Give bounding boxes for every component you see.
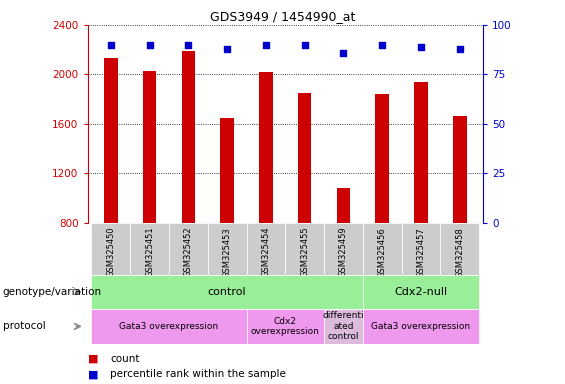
Text: GSM325456: GSM325456 bbox=[378, 227, 387, 278]
Point bbox=[455, 46, 464, 52]
Text: ■: ■ bbox=[88, 369, 98, 379]
Text: GSM325458: GSM325458 bbox=[455, 227, 464, 278]
Bar bbox=[337, 188, 350, 322]
Bar bbox=[92, 275, 363, 309]
Text: genotype/variation: genotype/variation bbox=[3, 287, 102, 297]
Bar bbox=[363, 223, 402, 275]
Bar bbox=[169, 223, 208, 275]
Text: protocol: protocol bbox=[3, 321, 46, 331]
Point bbox=[184, 42, 193, 48]
Bar bbox=[363, 275, 479, 309]
Bar bbox=[104, 58, 118, 322]
Point bbox=[378, 42, 387, 48]
Bar bbox=[246, 309, 324, 344]
Text: ■: ■ bbox=[88, 354, 98, 364]
Bar bbox=[259, 72, 273, 322]
Point bbox=[339, 50, 348, 56]
Bar bbox=[220, 118, 234, 322]
Bar bbox=[143, 71, 157, 322]
Bar bbox=[402, 223, 441, 275]
Text: GSM325457: GSM325457 bbox=[416, 227, 425, 278]
Point bbox=[145, 42, 154, 48]
Text: control: control bbox=[208, 287, 246, 297]
Bar bbox=[324, 223, 363, 275]
Bar bbox=[92, 223, 130, 275]
Text: percentile rank within the sample: percentile rank within the sample bbox=[110, 369, 286, 379]
Point bbox=[416, 44, 425, 50]
Text: differenti
ated
control: differenti ated control bbox=[323, 311, 364, 341]
Text: GSM325455: GSM325455 bbox=[300, 227, 309, 278]
Bar bbox=[285, 223, 324, 275]
Bar bbox=[208, 223, 246, 275]
Bar bbox=[376, 94, 389, 322]
Bar bbox=[181, 51, 195, 322]
Text: count: count bbox=[110, 354, 140, 364]
Bar bbox=[441, 223, 479, 275]
Text: Cdx2
overexpression: Cdx2 overexpression bbox=[251, 317, 320, 336]
Text: Cdx2-null: Cdx2-null bbox=[394, 287, 447, 297]
Bar bbox=[363, 309, 479, 344]
Text: GSM325451: GSM325451 bbox=[145, 227, 154, 278]
Text: GDS3949 / 1454990_at: GDS3949 / 1454990_at bbox=[210, 10, 355, 23]
Bar bbox=[246, 223, 285, 275]
Text: Gata3 overexpression: Gata3 overexpression bbox=[371, 322, 471, 331]
Text: GSM325452: GSM325452 bbox=[184, 227, 193, 278]
Point bbox=[223, 46, 232, 52]
Text: GSM325454: GSM325454 bbox=[262, 227, 271, 278]
Point bbox=[106, 42, 115, 48]
Point bbox=[262, 42, 271, 48]
Bar bbox=[414, 82, 428, 322]
Bar bbox=[298, 93, 311, 322]
Bar bbox=[92, 309, 246, 344]
Bar bbox=[324, 309, 363, 344]
Bar bbox=[453, 116, 467, 322]
Text: GSM325450: GSM325450 bbox=[106, 227, 115, 278]
Text: Gata3 overexpression: Gata3 overexpression bbox=[119, 322, 219, 331]
Text: GSM325459: GSM325459 bbox=[339, 227, 348, 278]
Text: GSM325453: GSM325453 bbox=[223, 227, 232, 278]
Point bbox=[300, 42, 309, 48]
Bar bbox=[130, 223, 169, 275]
